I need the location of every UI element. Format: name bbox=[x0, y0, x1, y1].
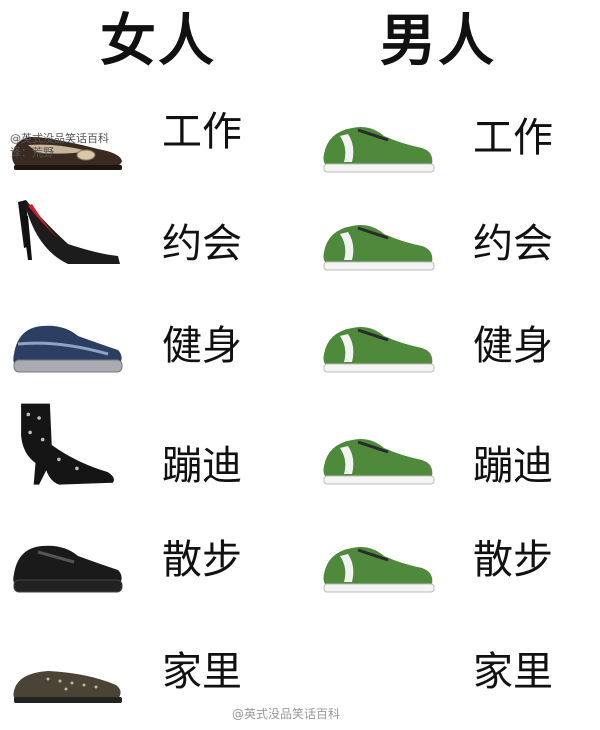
women-label-date: 约会 bbox=[162, 221, 242, 267]
men-label-date: 约会 bbox=[473, 221, 553, 267]
green-sneaker-image bbox=[323, 547, 435, 593]
watermark-translator: 译：荒野 bbox=[10, 146, 54, 159]
studded-boot-image bbox=[21, 403, 114, 485]
studded-slipper-image bbox=[13, 671, 122, 703]
row-party: 蹦迪 蹦迪 bbox=[0, 400, 600, 500]
men-header: 男人 bbox=[380, 9, 496, 74]
women-label-fitness: 健身 bbox=[162, 323, 242, 369]
row-fitness: 健身 健身 bbox=[0, 300, 600, 400]
women-label-walk: 散步 bbox=[162, 537, 242, 583]
women-header: 女人 bbox=[100, 9, 216, 74]
women-label-party: 蹦迪 bbox=[162, 443, 242, 489]
black-sneaker-image bbox=[13, 545, 123, 593]
grey-running-shoe-image bbox=[13, 325, 123, 373]
watermark-handle: @英式没品笑话百科 bbox=[10, 132, 109, 145]
green-sneaker-image bbox=[323, 327, 435, 373]
green-sneaker-image bbox=[323, 127, 435, 173]
row-home: 家里 家里 bbox=[0, 630, 600, 730]
men-label-home: 家里 bbox=[473, 649, 553, 695]
men-label-fitness: 健身 bbox=[473, 323, 553, 369]
green-sneaker-image bbox=[323, 439, 435, 485]
watermark-top: @英式没品笑话百科 译：荒野 bbox=[10, 132, 109, 160]
men-label-work: 工作 bbox=[473, 115, 553, 161]
women-label-work: 工作 bbox=[162, 109, 242, 155]
watermark-bottom: @英式没品笑话百科 bbox=[232, 707, 341, 721]
row-work: 工作 工作 bbox=[0, 100, 600, 200]
green-sneaker-image bbox=[323, 225, 435, 271]
ballet-flat-image bbox=[12, 136, 122, 170]
women-label-home: 家里 bbox=[162, 649, 242, 695]
men-label-walk: 散步 bbox=[473, 537, 553, 583]
row-walk: 散步 散步 bbox=[0, 520, 600, 620]
row-date: 约会 约会 bbox=[0, 190, 600, 290]
men-label-party: 蹦迪 bbox=[473, 443, 553, 489]
red-heels-image bbox=[18, 200, 120, 264]
